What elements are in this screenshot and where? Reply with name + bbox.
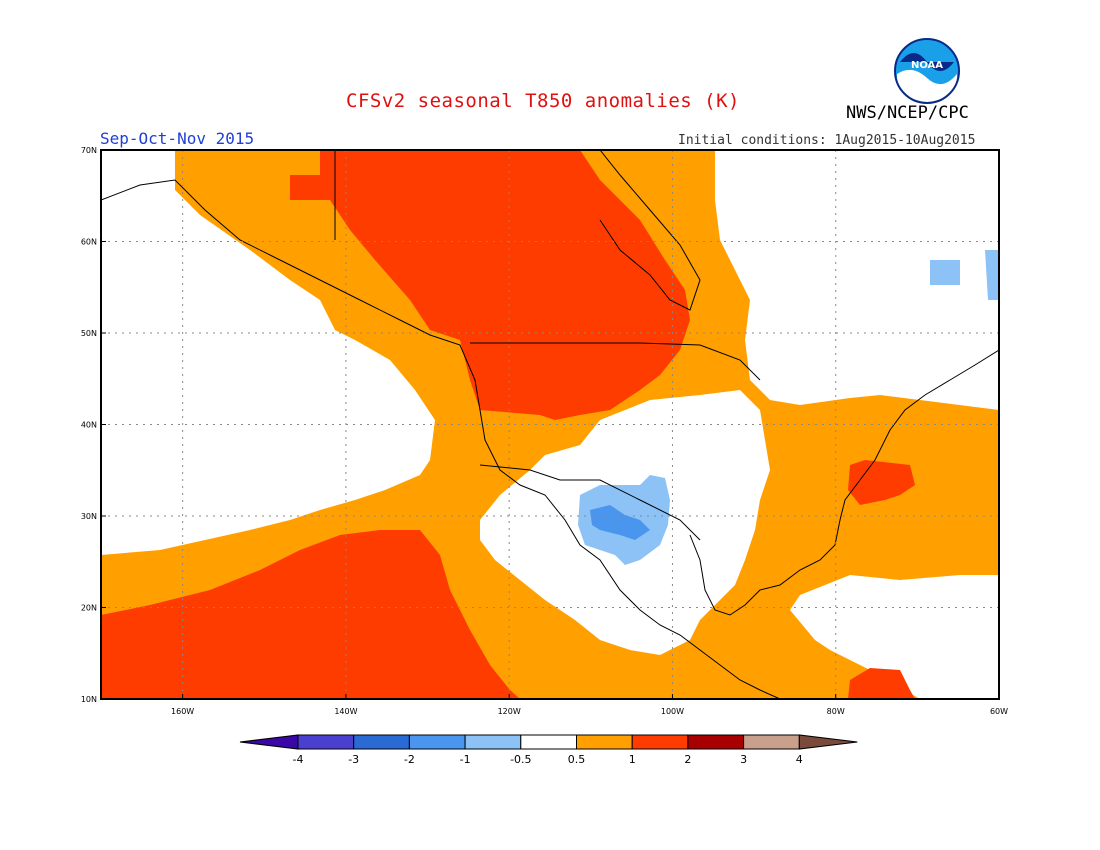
warm-region-canada [290, 150, 690, 420]
legend-swatch [408, 734, 466, 750]
legend-swatch [353, 734, 410, 750]
legend-swatch-max [798, 734, 858, 750]
neutral-region-northeast [715, 150, 999, 410]
legend-label: -2 [404, 753, 415, 766]
legend-swatch [464, 734, 522, 750]
lat-tick-label: 50N [81, 329, 97, 338]
legend-label: 4 [796, 753, 803, 766]
lat-tick-label: 20N [81, 604, 97, 613]
legend-label: 3 [740, 753, 747, 766]
lat-tick-label: 30N [81, 512, 97, 521]
legend-swatch-min [239, 734, 299, 750]
legend-label: 0.5 [568, 753, 586, 766]
lon-tick-label: 80W [827, 707, 845, 716]
lat-tick-label: 60N [81, 238, 97, 247]
neutral-region-alaska [101, 150, 160, 250]
lat-tick-label: 70N [81, 146, 97, 155]
coastlines [101, 150, 999, 699]
us-canada-border [470, 342, 761, 381]
lat-tick-label: 10N [81, 695, 97, 704]
legend-swatch [297, 734, 355, 750]
legend-swatch [576, 734, 633, 750]
lat-tick-label: 40N [81, 421, 97, 430]
legend-swatch [520, 734, 577, 750]
legend-label: -3 [348, 753, 359, 766]
initial-conditions-label: Initial conditions: 1Aug2015-10Aug2015 [678, 133, 976, 148]
warm-region-subtropical-pacific [101, 530, 520, 699]
color-legend [239, 734, 858, 750]
cool-region-newfoundland [985, 250, 999, 300]
legend-swatch [743, 734, 800, 750]
lat-axis: 10N 20N 30N 40N 50N 60N 70N [81, 146, 106, 704]
neutral-region-caribbean [790, 575, 999, 699]
legend-swatch [687, 734, 745, 750]
hudson-bay-outline [599, 150, 701, 311]
us-mexico-border [479, 464, 701, 541]
legend-label: 1 [629, 753, 636, 766]
color-legend-labels: -4 -3 -2 -1 -0.5 0.5 1 2 3 4 [293, 753, 803, 766]
cool-region-southwest-inner [590, 505, 650, 540]
legend-label: -0.5 [510, 753, 531, 766]
neutral-region-north-pacific [101, 150, 435, 555]
noaa-logo-text: NOAA [911, 60, 943, 71]
noaa-logo: NOAA [894, 38, 960, 104]
warm-region-east-coast [848, 460, 915, 505]
lon-tick-label: 100W [661, 707, 684, 716]
lon-tick-label: 60W [990, 707, 1008, 716]
lon-axis: 160W 140W 120W 100W 80W 60W [171, 694, 1008, 716]
gulf-coast-outline [689, 349, 999, 616]
cool-region-labrador [930, 260, 960, 285]
legend-swatch [631, 734, 689, 750]
legend-label: -1 [460, 753, 471, 766]
season-label: Sep-Oct-Nov 2015 [100, 129, 255, 148]
chart-title: CFSv2 seasonal T850 anomalies (K) [346, 90, 740, 112]
west-coast-outline [101, 179, 781, 699]
legend-label: -4 [293, 753, 304, 766]
warm-region-caribbean [848, 668, 915, 699]
grid-lines [101, 150, 999, 699]
lon-tick-label: 160W [171, 707, 194, 716]
lon-tick-label: 140W [334, 707, 357, 716]
agency-label: NWS/NCEP/CPC [846, 103, 969, 123]
legend-label: 2 [684, 753, 691, 766]
lon-tick-label: 120W [498, 707, 521, 716]
